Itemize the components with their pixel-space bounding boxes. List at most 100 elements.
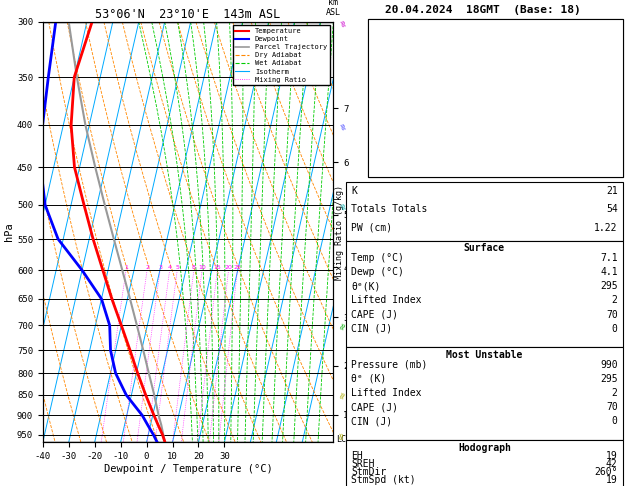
X-axis label: Dewpoint / Temperature (°C): Dewpoint / Temperature (°C) [104,464,272,474]
Temperature [99,267,106,273]
Text: LCL: LCL [337,435,351,444]
Title: 53°06'N  23°10'E  143m ASL: 53°06'N 23°10'E 143m ASL [96,8,281,21]
Text: km
ASL: km ASL [326,0,341,17]
Parcel Trajectory [126,296,134,302]
Text: ≈: ≈ [337,431,347,439]
Line: Parcel Trajectory: Parcel Trajectory [69,22,165,442]
Temperature [150,413,158,418]
Dewpoint [150,432,157,438]
Dewpoint [52,19,60,25]
Text: 0: 0 [612,324,618,334]
Line: Temperature: Temperature [71,22,165,442]
Text: CIN (J): CIN (J) [351,324,392,334]
Text: StmSpd (kt): StmSpd (kt) [351,475,416,485]
Temperature [89,236,97,242]
Dewpoint [106,323,113,329]
Text: 4: 4 [167,265,172,270]
Y-axis label: hPa: hPa [4,223,14,242]
Dewpoint [112,370,120,376]
Parcel Trajectory [101,202,109,208]
Text: 1: 1 [124,265,128,270]
Text: 21: 21 [606,186,618,196]
Text: Lifted Index: Lifted Index [351,388,421,398]
Text: 8: 8 [192,265,196,270]
Parcel Trajectory [73,74,81,80]
Temperature [159,432,166,438]
Text: 2: 2 [145,265,149,270]
Text: 4.1: 4.1 [600,267,618,277]
Text: 42: 42 [606,459,618,469]
Dewpoint [97,296,105,302]
Text: Surface: Surface [464,243,505,254]
Text: 10: 10 [198,265,206,270]
Dewpoint [37,164,45,170]
Text: StmDir: StmDir [351,467,386,477]
Temperature [142,392,150,398]
Text: EH: EH [351,451,363,461]
Text: kt: kt [420,24,430,33]
Text: 20: 20 [225,265,233,270]
Text: 19: 19 [606,451,618,461]
Temperature [155,422,162,428]
Text: 295: 295 [600,281,618,291]
Dewpoint [45,74,52,80]
Dewpoint [78,267,86,273]
Temperature [70,74,78,80]
Dewpoint [107,347,114,353]
Line: Dewpoint: Dewpoint [41,22,157,442]
Text: ≈: ≈ [337,119,349,131]
Temperature [126,347,134,353]
Parcel Trajectory [140,347,147,353]
Text: Dewp (°C): Dewp (°C) [351,267,404,277]
Text: ≈: ≈ [337,16,349,28]
Temperature [70,164,78,170]
Temperature [81,202,88,208]
Text: 0: 0 [612,416,618,426]
Parcel Trajectory [161,439,169,445]
Temperature [67,122,75,128]
Text: 2: 2 [612,388,618,398]
Text: CAPE (J): CAPE (J) [351,310,398,319]
Text: PW (cm): PW (cm) [351,223,392,233]
Text: 5: 5 [175,265,179,270]
Parcel Trajectory [91,164,99,170]
Text: Temp (°C): Temp (°C) [351,253,404,263]
Parcel Trajectory [110,236,118,242]
Dewpoint [39,122,47,128]
Text: Pressure (mb): Pressure (mb) [351,360,427,370]
Text: 1.22: 1.22 [594,223,618,233]
Text: Hodograph: Hodograph [458,443,511,453]
Parcel Trajectory [150,392,158,398]
Temperature [118,323,125,329]
Text: θᵉ(K): θᵉ(K) [351,281,381,291]
Text: 990: 990 [600,360,618,370]
Parcel Trajectory [82,122,89,128]
Text: 70: 70 [606,402,618,412]
Legend: Temperature, Dewpoint, Parcel Trajectory, Dry Adiabat, Wet Adiabat, Isotherm, Mi: Temperature, Dewpoint, Parcel Trajectory… [233,25,330,86]
Dewpoint [54,236,62,242]
Text: Totals Totals: Totals Totals [351,204,427,214]
Temperature [108,296,116,302]
Text: 295: 295 [600,374,618,384]
Text: 7.1: 7.1 [600,253,618,263]
Text: Lifted Index: Lifted Index [351,295,421,305]
Text: θᵉ (K): θᵉ (K) [351,374,386,384]
Text: 260°: 260° [594,467,618,477]
Dewpoint [42,202,49,208]
Parcel Trajectory [145,370,153,376]
Temperature [88,19,96,25]
Parcel Trajectory [158,422,165,428]
Text: 54: 54 [606,204,618,214]
Text: Most Unstable: Most Unstable [446,350,523,361]
Text: 2: 2 [612,295,618,305]
Text: ≈: ≈ [337,389,348,400]
Text: 3: 3 [158,265,162,270]
Text: 70: 70 [606,310,618,319]
Text: CAPE (J): CAPE (J) [351,402,398,412]
Temperature [134,370,142,376]
Parcel Trajectory [160,432,167,438]
Parcel Trajectory [65,19,72,25]
Dewpoint [138,413,146,418]
Text: CIN (J): CIN (J) [351,416,392,426]
Dewpoint [153,439,161,445]
